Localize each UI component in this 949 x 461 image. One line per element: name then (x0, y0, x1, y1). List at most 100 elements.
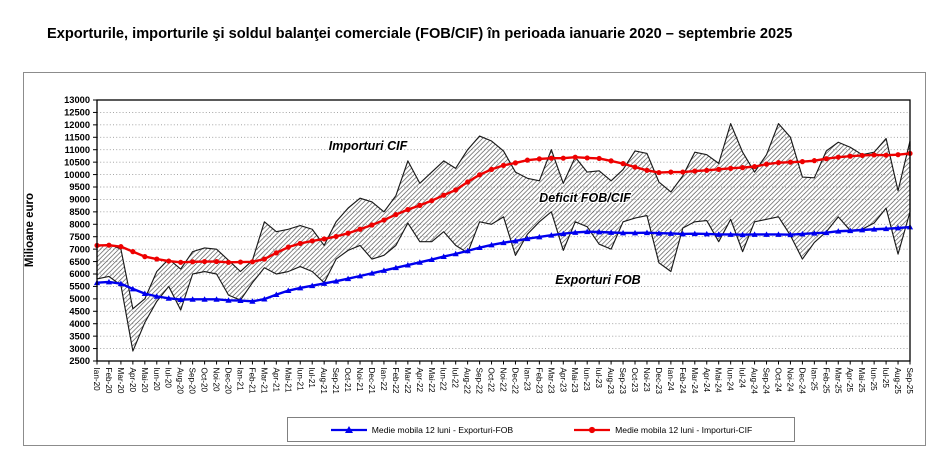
x-tick-label: Ian-23 (522, 368, 531, 392)
x-tick-label: Iun-21 (295, 368, 304, 392)
x-tick-label: Apr-20 (128, 368, 137, 393)
y-tick-label: 3000 (69, 344, 90, 354)
x-tick-label: Mai-20 (140, 368, 149, 393)
annotation-importuri-cif: Importuri CIF (328, 139, 408, 153)
x-tick-label: Oct-23 (630, 368, 639, 393)
y-tick-label: 11500 (65, 132, 90, 142)
red-line-circle-marker-icon (574, 426, 611, 433)
x-tick-label: Ian-21 (235, 368, 244, 392)
x-tick-label: Mai-21 (283, 368, 292, 393)
x-tick-label: Sep-23 (618, 368, 627, 395)
x-tick-label: Oct-22 (487, 368, 496, 393)
x-tick-label: Iul-25 (881, 368, 890, 389)
x-tick-label: Sep-21 (331, 368, 340, 395)
y-tick-label: 6000 (69, 269, 90, 279)
y-tick-label: 12000 (64, 120, 90, 130)
y-tick-label: 3500 (69, 331, 90, 341)
y-tick-label: 5000 (69, 294, 90, 304)
x-tick-label: Sep-20 (188, 368, 197, 395)
x-tick-label: Mai-25 (857, 368, 866, 393)
x-tick-label: Ian-20 (92, 368, 101, 392)
x-tick-label: Aug-22 (463, 368, 472, 395)
x-tick-label: Mar-20 (116, 368, 125, 394)
y-tick-label: 6500 (69, 257, 90, 267)
x-tick-label: Sep-25 (905, 368, 914, 395)
x-tick-label: Feb-24 (678, 368, 687, 394)
x-tick-label: Apr-24 (702, 368, 711, 393)
x-tick-label: Noi-21 (355, 368, 364, 393)
x-tick-label: Iun-24 (726, 368, 735, 392)
y-tick-label: 9000 (69, 195, 90, 205)
x-tick-label: Iun-22 (439, 368, 448, 392)
y-tick-label: 5500 (69, 282, 90, 292)
legend-item-imports-ma: Medie mobila 12 luni - Importuri-CIF (573, 425, 752, 435)
annotation-deficit-fob-cif: Deficit FOB/CIF (539, 191, 631, 205)
x-tick-label: Mar-25 (833, 368, 842, 394)
x-tick-label: Feb-25 (821, 368, 830, 394)
legend-label-imports-ma: Medie mobila 12 luni - Importuri-CIF (615, 424, 753, 435)
x-tick-label: Aug-24 (750, 368, 759, 395)
x-tick-label: Dec-20 (224, 368, 233, 395)
y-tick-label: 8000 (69, 219, 90, 229)
y-tick-label: 2500 (69, 356, 90, 366)
y-tick-label: 4500 (69, 306, 90, 316)
x-tick-label: Noi-22 (499, 368, 508, 393)
y-tick-label: 13000 (64, 95, 90, 105)
x-tick-label: Aug-21 (319, 368, 328, 395)
x-tick-label: Mai-24 (714, 368, 723, 393)
x-tick-label: Oct-24 (773, 368, 782, 393)
x-tick-label: Feb-20 (104, 368, 113, 394)
x-tick-label: Noi-20 (212, 368, 221, 393)
x-tick-label: Feb-23 (534, 368, 543, 394)
x-tick-label: Iul-23 (594, 368, 603, 389)
x-tick-label: Iul-24 (738, 368, 747, 389)
x-tick-label: Mai-23 (570, 368, 579, 393)
x-tick-label: Feb-22 (391, 368, 400, 394)
y-axis: 2500 3000 3500 4000 4500 5000 5500 6000 6500 7000… (64, 95, 97, 366)
chart-title: Exporturile, importurile şi soldul balan… (47, 26, 793, 42)
annotation-exporturi-fob: Exporturi FOB (555, 273, 641, 287)
x-tick-label: Apr-22 (415, 368, 424, 393)
x-tick-label: Mar-22 (403, 368, 412, 394)
x-tick-label: Apr-23 (558, 368, 567, 393)
line-imports-ma (94, 150, 913, 265)
y-tick-label: 12500 (64, 108, 90, 118)
y-tick-label: 9500 (69, 182, 90, 192)
legend-label-exports-ma: Medie mobila 12 luni - Exporturi-FOB (371, 424, 514, 435)
y-tick-label: 10000 (64, 170, 90, 180)
x-tick-label: Iul-22 (451, 368, 460, 389)
deficit-band (96, 123, 911, 352)
x-tick-label: Noi-23 (642, 368, 651, 393)
x-tick-label: Noi-24 (785, 368, 794, 393)
x-tick-label: Ian-25 (809, 368, 818, 392)
y-tick-label: 8500 (69, 207, 90, 217)
x-tick-label: Dec-21 (367, 368, 376, 395)
x-axis: Ian-20 Feb-20 Mar-20 Apr-20 Mai-20 Iun-20 Iul-… (92, 361, 914, 394)
x-tick-label: Iun-25 (869, 368, 878, 392)
x-tick-label: Sep-24 (762, 368, 771, 395)
x-tick-label: Aug-23 (606, 368, 615, 395)
x-tick-label: Aug-25 (893, 368, 902, 395)
y-tick-label: 10500 (64, 157, 90, 167)
x-tick-label: Dec-23 (654, 368, 663, 395)
x-tick-label: Iul-20 (164, 368, 173, 389)
x-tick-label: Iul-21 (307, 368, 316, 389)
y-axis-title: Milioane euro (24, 192, 36, 268)
legend: Medie mobila 12 luni - Exporturi-FOB Med… (287, 417, 795, 442)
x-tick-label: Dec-22 (510, 368, 519, 395)
x-tick-label: Iun-23 (582, 368, 591, 392)
legend-item-exports-ma: Medie mobila 12 luni - Exporturi-FOB (330, 425, 513, 435)
x-tick-label: Iun-20 (152, 368, 161, 392)
x-tick-label: Dec-24 (797, 368, 806, 395)
x-tick-label: Ian-24 (666, 368, 675, 392)
x-tick-label: Apr-21 (271, 368, 280, 393)
x-tick-label: Oct-21 (343, 368, 352, 393)
x-tick-label: Mar-21 (259, 368, 268, 394)
x-tick-label: Ian-22 (379, 368, 388, 392)
x-tick-label: Feb-21 (247, 368, 256, 394)
blue-line-triangle-marker-icon (330, 425, 367, 433)
x-tick-label: Sep-22 (475, 368, 484, 395)
x-tick-label: Mai-22 (427, 368, 436, 393)
